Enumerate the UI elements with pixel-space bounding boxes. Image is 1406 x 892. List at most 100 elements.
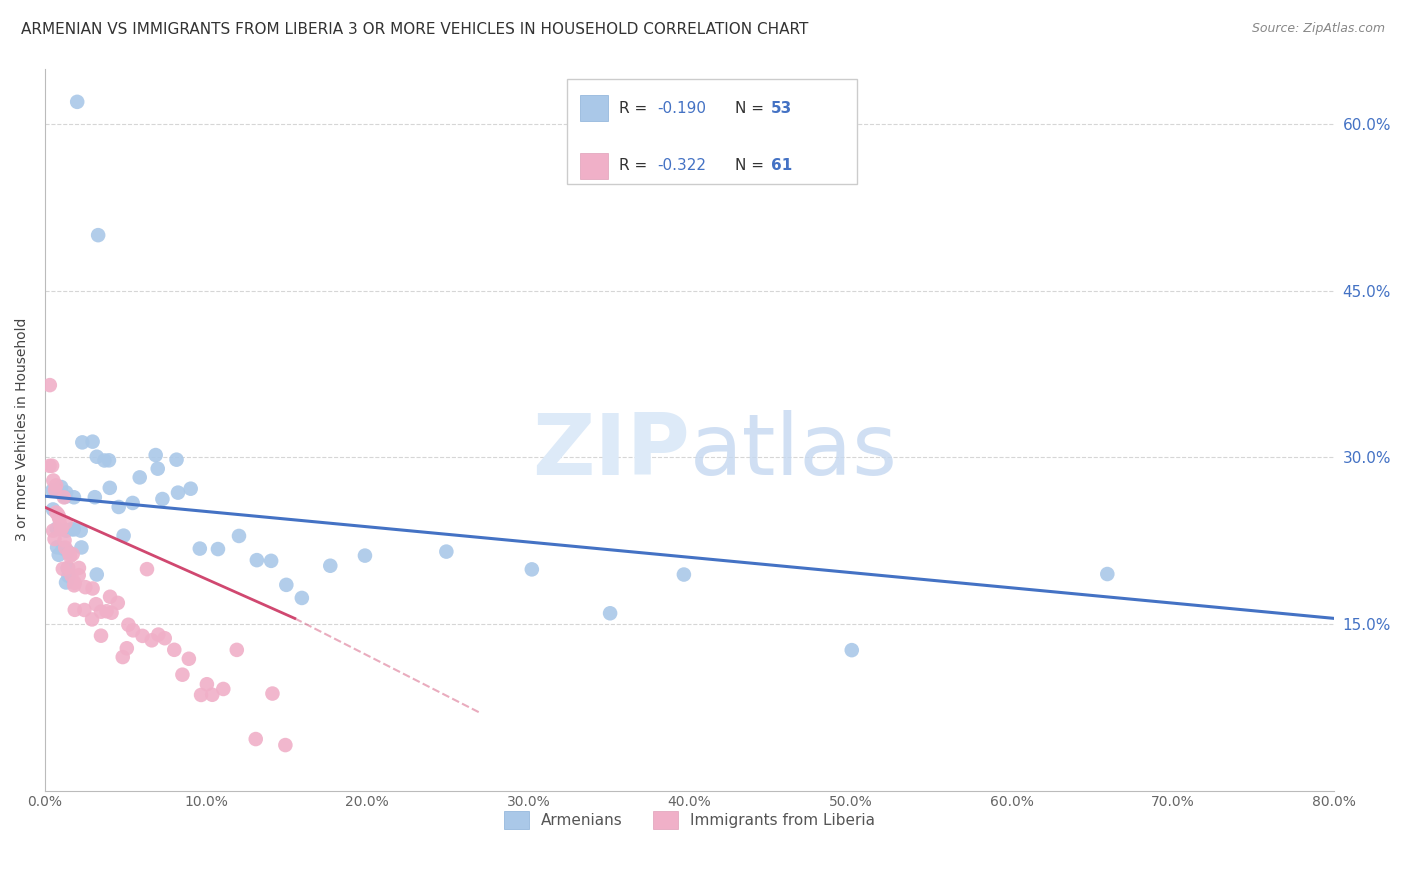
Point (291, 591, 314, 605)
Text: R =: R = (619, 159, 652, 174)
Point (69, 524, 91, 538)
Point (62, 523, 84, 537)
Point (93, 453, 115, 467)
Point (41, 458, 63, 473)
Point (53, 541, 76, 555)
Point (45, 478, 67, 492)
Point (111, 650, 134, 665)
Point (82, 582, 104, 596)
Point (55, 524, 77, 538)
Point (60, 522, 83, 536)
Point (97, 453, 120, 467)
Point (90, 629, 112, 643)
Text: -0.190: -0.190 (658, 101, 706, 116)
Point (75, 580, 97, 594)
Point (163, 642, 186, 657)
Point (55, 485, 77, 500)
Point (56, 544, 79, 558)
Point (107, 596, 129, 610)
Point (56, 561, 79, 575)
Point (59, 549, 82, 564)
Point (84, 597, 107, 611)
Point (177, 652, 200, 666)
Point (63, 575, 86, 590)
Point (90, 605, 112, 619)
Point (274, 738, 297, 752)
Point (49, 522, 72, 536)
Point (207, 542, 229, 557)
Point (48, 548, 70, 562)
Point (841, 643, 863, 657)
Point (67, 568, 90, 582)
Point (107, 500, 129, 514)
Point (262, 687, 284, 701)
FancyBboxPatch shape (581, 95, 609, 121)
Point (212, 681, 235, 696)
Point (67, 561, 90, 575)
Point (520, 562, 543, 576)
Point (58, 569, 80, 583)
Point (131, 629, 153, 643)
Point (167, 485, 190, 500)
Point (48, 510, 70, 524)
Point (63, 490, 86, 504)
Point (245, 732, 267, 747)
Point (73, 603, 96, 617)
Point (72, 435, 94, 450)
Point (100, 606, 122, 620)
Point (195, 677, 218, 691)
Point (42, 502, 65, 516)
Point (115, 641, 138, 656)
Point (55, 516, 77, 530)
Point (246, 553, 269, 567)
Point (45, 522, 67, 536)
Point (98, 590, 121, 604)
Point (48, 511, 70, 525)
Point (112, 528, 135, 542)
Point (63, 603, 86, 617)
Point (121, 496, 143, 510)
Point (66, 95, 89, 109)
Text: N =: N = (735, 159, 769, 174)
Point (166, 452, 188, 467)
FancyBboxPatch shape (581, 153, 609, 179)
Point (49, 517, 72, 532)
Point (62, 547, 84, 561)
Point (188, 541, 211, 556)
Point (153, 631, 176, 645)
Point (56, 560, 79, 574)
Point (128, 470, 150, 484)
Point (58, 546, 80, 560)
Point (172, 667, 194, 681)
Point (46, 541, 69, 555)
Point (146, 461, 169, 475)
Point (46, 508, 69, 522)
Text: Source: ZipAtlas.com: Source: ZipAtlas.com (1251, 22, 1385, 36)
Point (42, 474, 65, 488)
Point (42, 524, 65, 538)
Point (38, 458, 60, 473)
Point (53, 490, 76, 504)
Point (180, 482, 202, 496)
Point (117, 617, 139, 632)
Point (672, 567, 695, 582)
Point (276, 578, 298, 592)
Point (38, 378, 60, 392)
Text: -0.322: -0.322 (658, 159, 706, 174)
Point (86, 567, 108, 582)
Point (122, 624, 145, 638)
Text: ARMENIAN VS IMMIGRANTS FROM LIBERIA 3 OR MORE VEHICLES IN HOUSEHOLD CORRELATION : ARMENIAN VS IMMIGRANTS FROM LIBERIA 3 OR… (21, 22, 808, 37)
Point (319, 558, 342, 573)
Point (52, 491, 75, 505)
Text: 61: 61 (770, 159, 792, 174)
Point (228, 529, 250, 543)
Point (51, 521, 73, 535)
FancyBboxPatch shape (567, 79, 858, 184)
Point (83, 490, 105, 504)
Point (80, 612, 103, 626)
Point (434, 544, 457, 558)
Point (44, 532, 66, 546)
Y-axis label: 3 or more Vehicles in Household: 3 or more Vehicles in Household (15, 318, 30, 541)
Point (53, 533, 76, 548)
Point (96, 604, 118, 618)
